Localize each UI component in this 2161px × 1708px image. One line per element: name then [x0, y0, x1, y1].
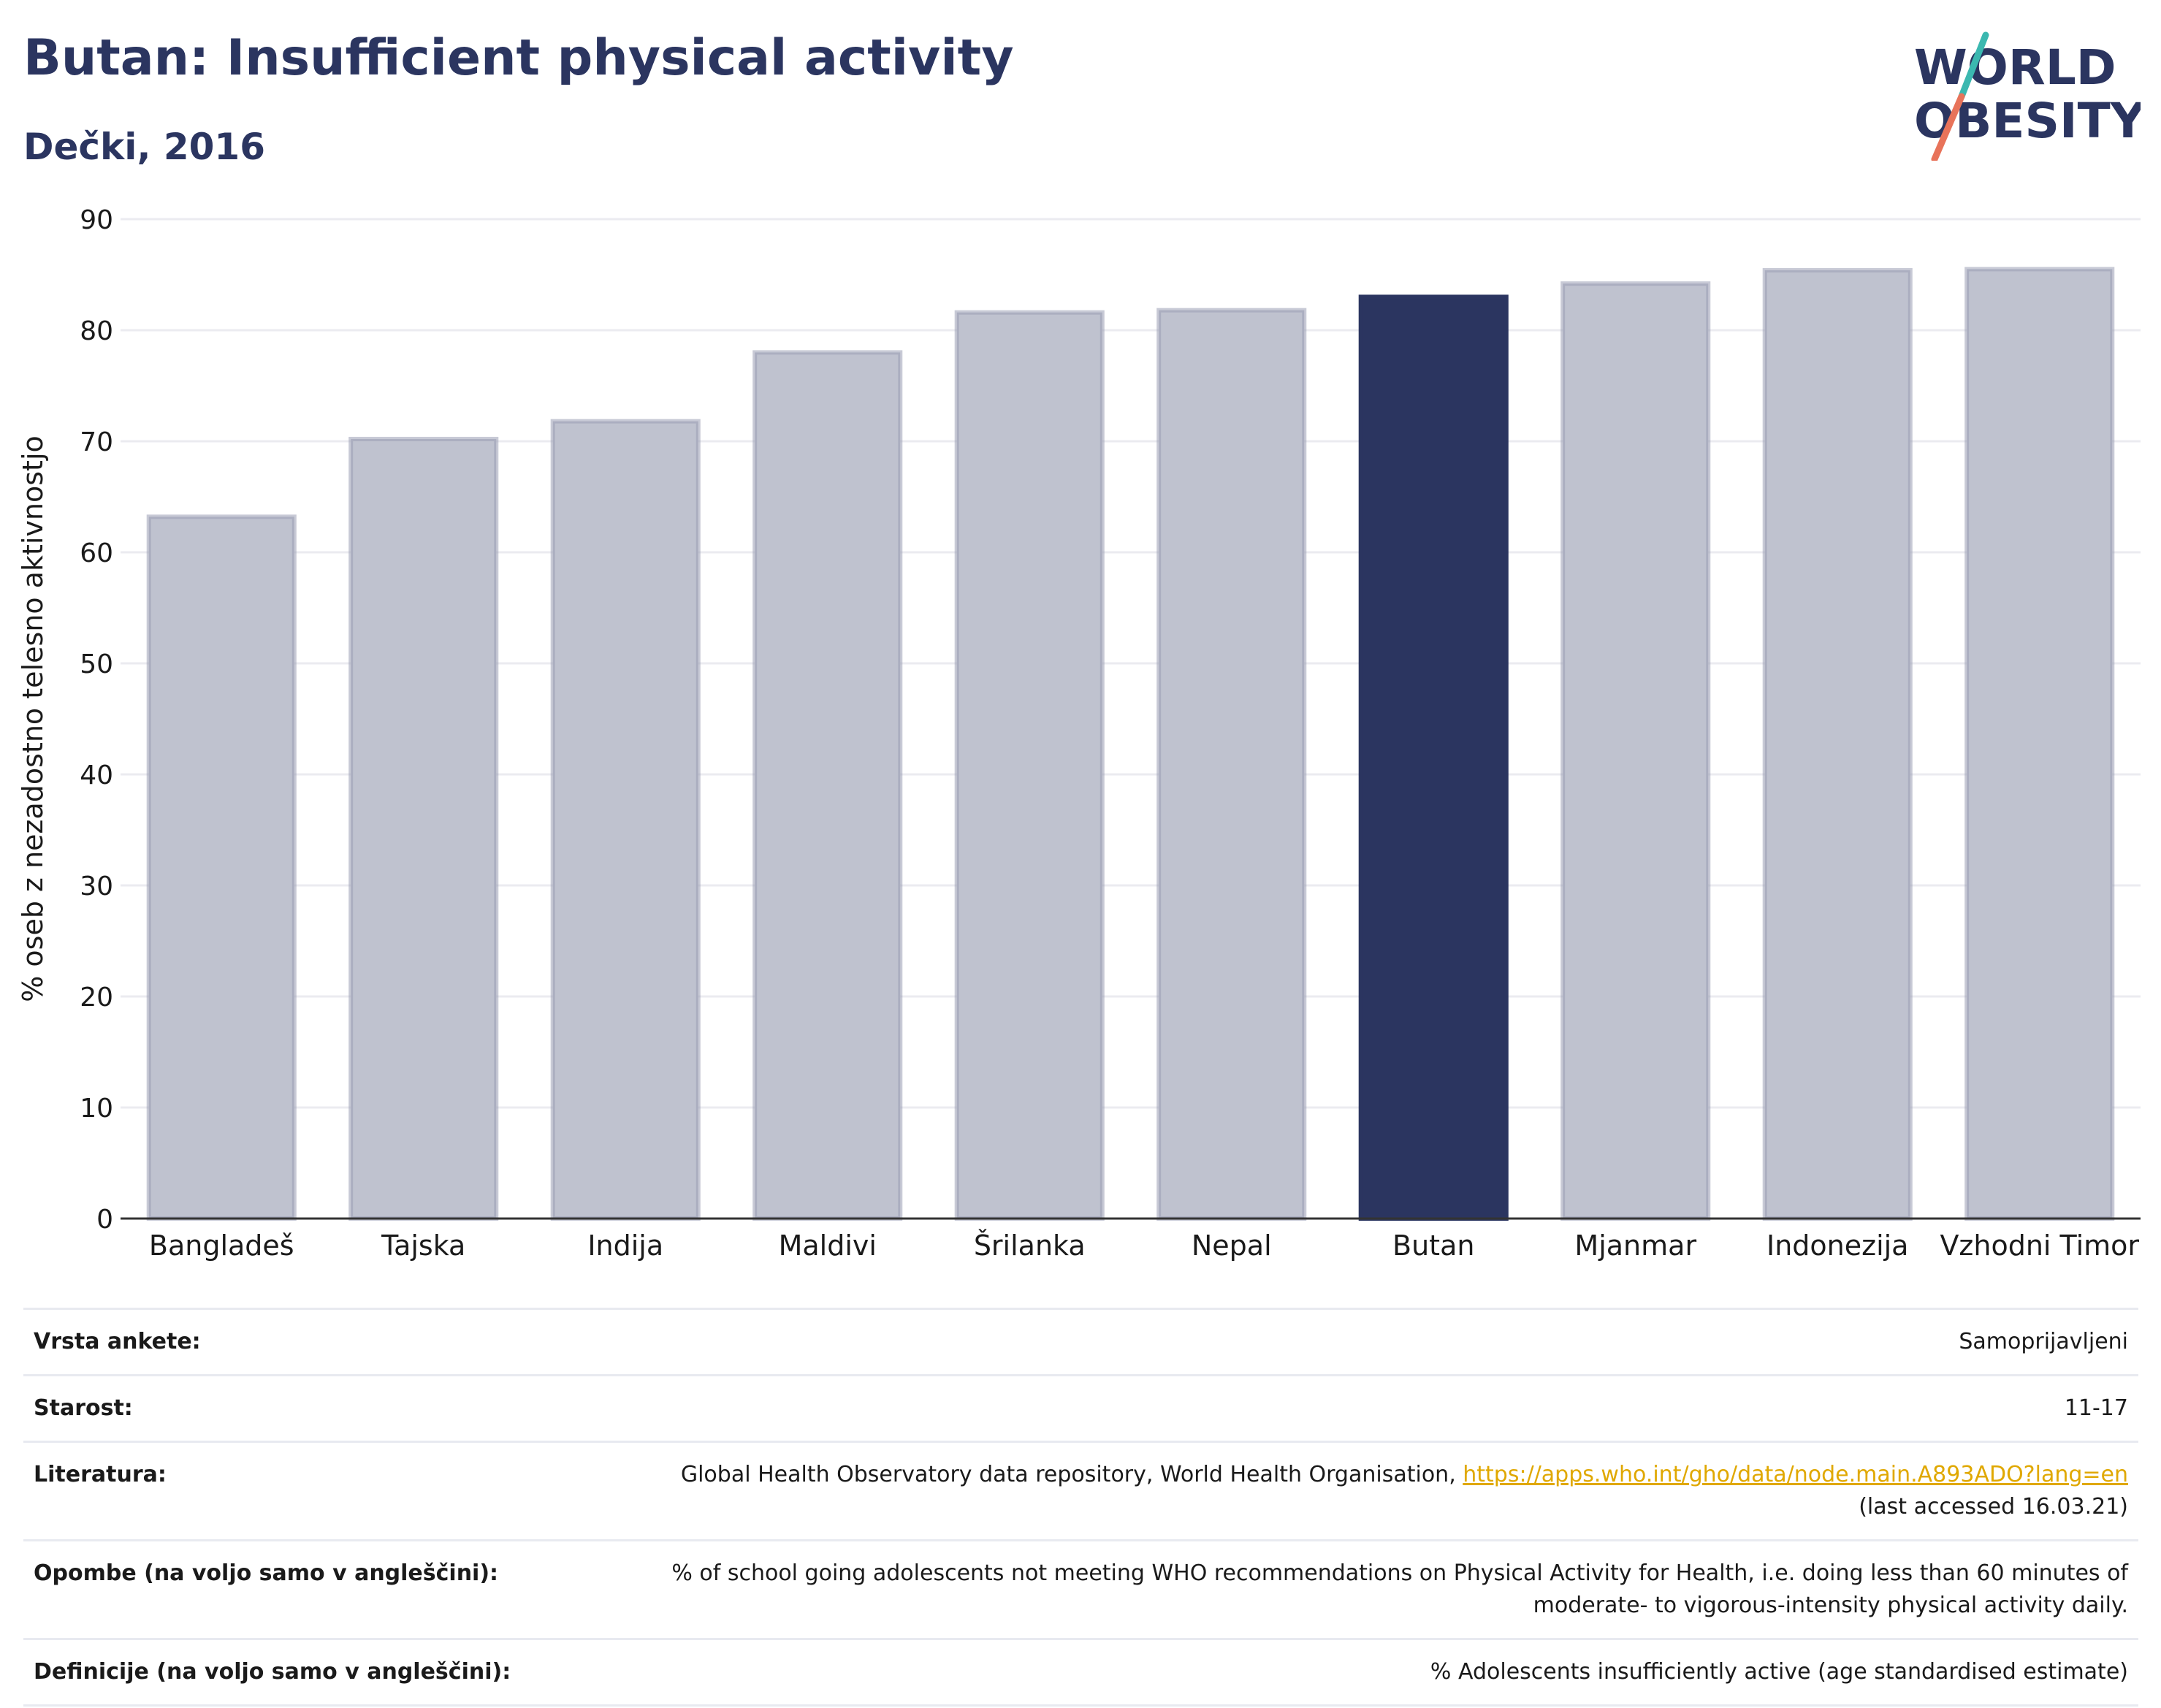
x-tick-label: Bangladeš [149, 1229, 294, 1262]
row-label: Definicije (na voljo samo v angleščini): [34, 1659, 511, 1685]
world-obesity-logo: WORLD OBESITY [1914, 31, 2141, 161]
table-row-survey-type: Vrsta ankete: Samoprijavljeni [23, 1308, 2138, 1374]
y-tick-label: 10 [80, 1094, 113, 1124]
row-label: Vrsta ankete: [34, 1329, 201, 1354]
logo-slash-bottom [1931, 93, 1965, 161]
x-tick-label: Nepal [1192, 1229, 1272, 1262]
literature-link[interactable]: https://apps.who.int/gho/data/node.main.… [1463, 1462, 2128, 1487]
bar-indonezija [1762, 267, 1913, 1221]
row-value: % Adolescents insufficiently active (age… [1430, 1659, 2128, 1685]
row-label: Literatura: [34, 1462, 167, 1487]
literature-text: Global Health Observatory data repositor… [680, 1462, 1463, 1487]
logo-text-world: WORLD [1914, 39, 2116, 96]
bar-šrilanka [954, 310, 1105, 1221]
y-tick-label: 40 [80, 760, 113, 790]
y-tick-label: 90 [80, 205, 113, 235]
y-tick-label: 60 [80, 538, 113, 568]
table-row-age: Starost: 11-17 [23, 1374, 2138, 1441]
x-tick-label: Indija [587, 1229, 663, 1262]
row-label: Starost: [34, 1395, 133, 1421]
info-table: Vrsta ankete: Samoprijavljeni Starost: 1… [23, 1308, 2138, 1707]
bar-nepal [1156, 308, 1307, 1221]
x-tick-labels: Bangladeš Tajska Indija Maldivi Šrilanka Nepa… [149, 1229, 2140, 1262]
literature-accessed: (last accessed 16.03.21) [1859, 1494, 2128, 1520]
x-tick-label: Maldivi [779, 1229, 877, 1262]
y-tick-label: 70 [80, 427, 113, 457]
y-tick-label: 80 [80, 316, 113, 346]
y-tick-label: 20 [80, 983, 113, 1013]
y-tick-label: 50 [80, 649, 113, 679]
bar-bangladeš [146, 514, 297, 1221]
bar-butan [1358, 294, 1509, 1221]
table-row-notes: Opombe (na voljo samo v angleščini): % o… [23, 1539, 2138, 1638]
row-value: Samoprijavljeni [1959, 1329, 2128, 1354]
bar-maldivi [752, 350, 903, 1221]
logo-slash-top [1958, 31, 1989, 100]
x-tick-label: Mjanmar [1574, 1229, 1696, 1262]
page-title: Butan: Insufficient physical activity [23, 29, 1014, 87]
row-value: Global Health Observatory data repositor… [681, 1459, 2128, 1523]
x-tick-label: Butan [1392, 1229, 1474, 1262]
bar-chart: 0 10 20 30 40 50 60 70 80 90 Bangladeš Tajska Indij… [17, 205, 2141, 1262]
row-value: 11-17 [2064, 1395, 2128, 1421]
bar-tajska [348, 436, 499, 1221]
row-value: % of school going adolescents not meetin… [671, 1560, 2128, 1618]
y-tick-label: 0 [96, 1205, 113, 1235]
y-tick-labels: 0 10 20 30 40 50 60 70 80 90 [80, 205, 113, 1235]
x-tick-label: Indonezija [1766, 1229, 1908, 1262]
x-tick-label: Šrilanka [974, 1229, 1086, 1262]
y-tick-label: 30 [80, 872, 113, 901]
x-tick-label: Vzhodni Timor [1940, 1229, 2139, 1262]
x-tick-label: Tajska [381, 1229, 465, 1262]
table-row-literature: Literatura: Global Health Observatory da… [23, 1441, 2138, 1539]
bar-vzhodni-timor [1964, 267, 2115, 1221]
row-label: Opombe (na voljo samo v angleščini): [34, 1560, 499, 1586]
y-axis-label: % oseb z nezadostno telesno aktivnostjo [17, 435, 49, 1002]
bar-indija [550, 419, 701, 1221]
bars [146, 267, 2115, 1221]
table-row-definitions: Definicije (na voljo samo v angleščini):… [23, 1638, 2138, 1707]
bar-mjanmar [1560, 281, 1711, 1221]
page-subtitle: Dečki, 2016 [23, 126, 266, 168]
